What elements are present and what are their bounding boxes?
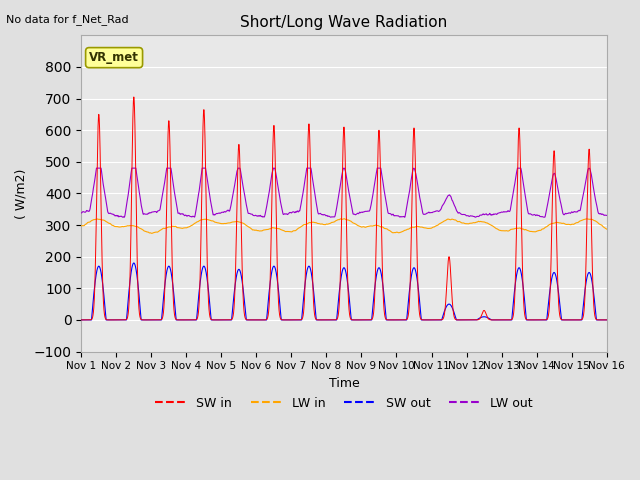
Text: No data for f_Net_Rad: No data for f_Net_Rad xyxy=(6,14,129,25)
Title: Short/Long Wave Radiation: Short/Long Wave Radiation xyxy=(241,15,447,30)
Y-axis label: ( W/m2): ( W/m2) xyxy=(15,168,28,218)
X-axis label: Time: Time xyxy=(328,377,359,390)
Legend: SW in, LW in, SW out, LW out: SW in, LW in, SW out, LW out xyxy=(150,392,538,415)
Text: VR_met: VR_met xyxy=(89,51,139,64)
